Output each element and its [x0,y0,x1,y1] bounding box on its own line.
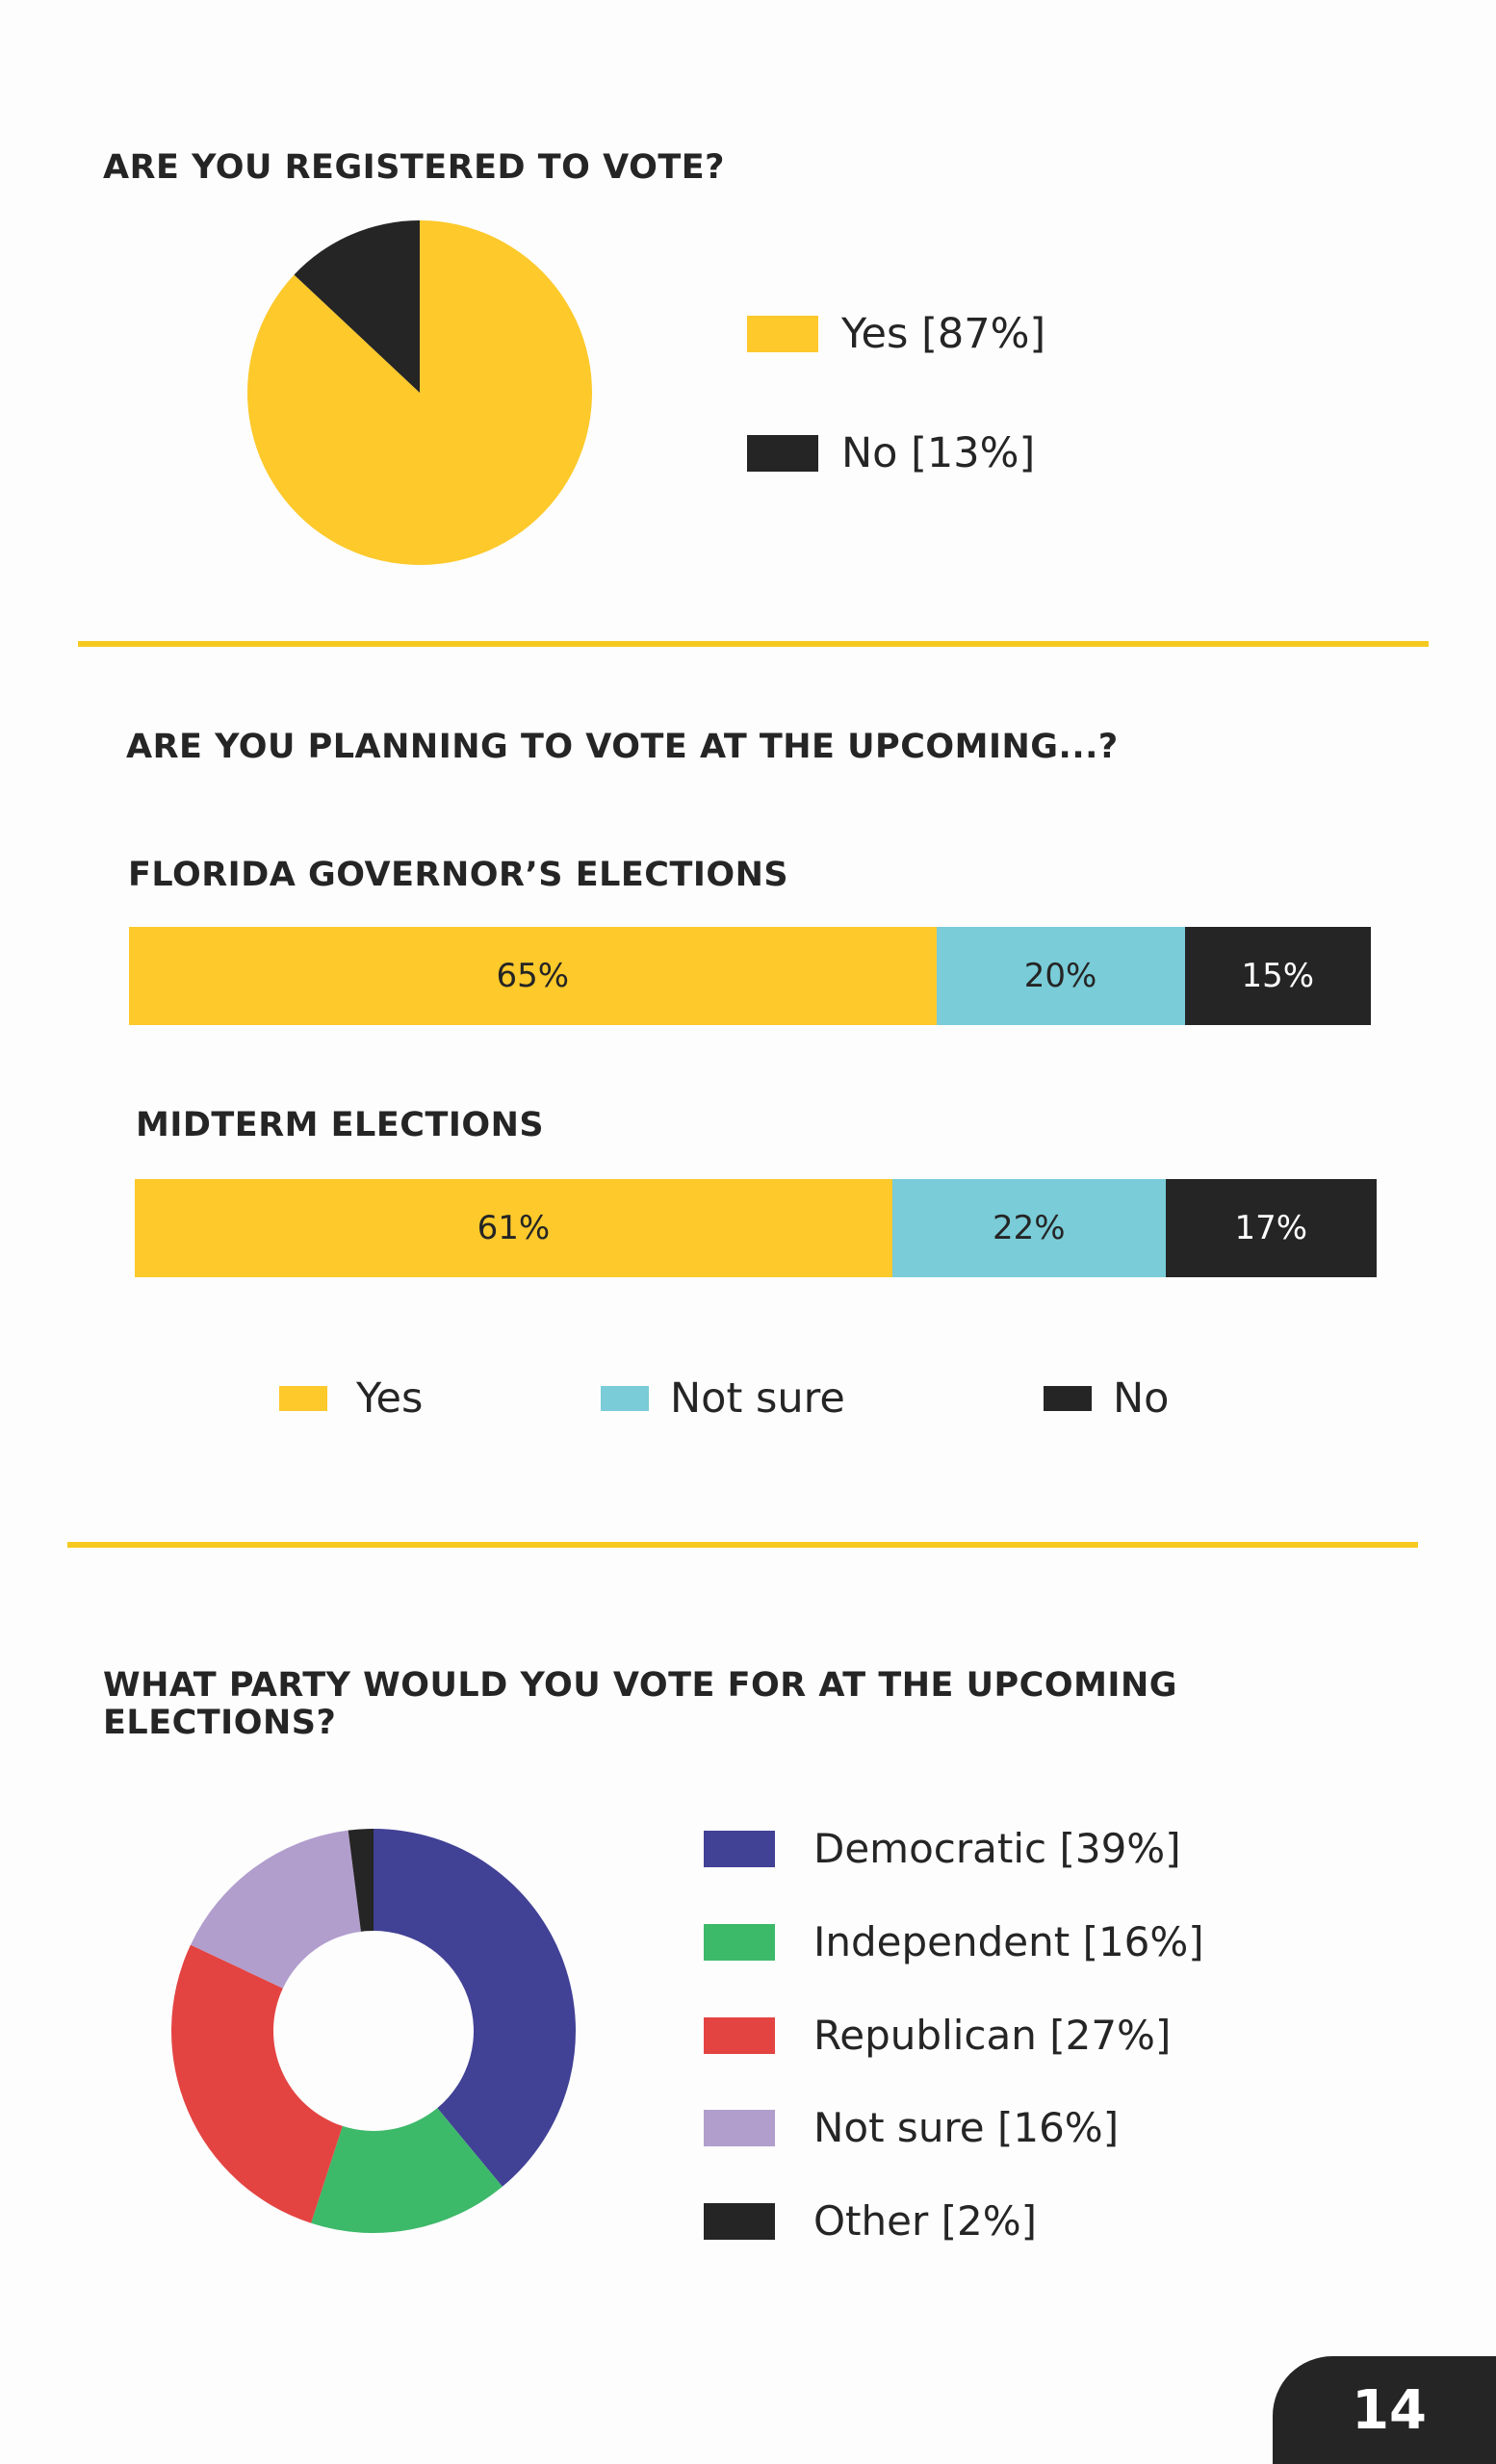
page-number-tab: 14 [1273,2356,1496,2464]
planning-heading: ARE YOU PLANNING TO VOTE AT THE UPCOMING… [126,728,1119,766]
legend-label-yes: Yes [356,1374,424,1423]
registered-slice-no [294,220,420,393]
legend-label-no: No [1113,1374,1170,1423]
legend-label-not-sure: Not sure [670,1374,845,1423]
governor-not-sure-segment: 20% [936,927,1185,1025]
page-number: 14 [1352,2378,1427,2442]
governor-yes-segment: 65% [129,927,937,1025]
legend-swatch-no [1044,1386,1092,1411]
party-slice-not-sure [190,1830,361,1989]
registered-legend-no: No [13%] [747,429,1035,477]
midterm-elections-label: MIDTERM ELECTIONS [136,1106,545,1144]
midterm-not-sure-segment: 22% [891,1179,1166,1277]
legend-label-yes: Yes [87%] [841,310,1046,358]
party-slice-democratic [374,1829,577,2187]
party-slice-republican [170,1944,343,2223]
legend-swatch-not-sure [601,1386,649,1411]
midterm-yes-segment: 61% [135,1179,892,1277]
legend-label-democratic: Democratic [39%] [813,1825,1181,1872]
party-legend-republican: Republican [27%] [704,2012,1171,2059]
legend-label-other: Other [2%] [813,2197,1038,2245]
registered-legend-yes: Yes [87%] [747,310,1045,358]
legend-label-not-sure: Not sure [16%] [813,2104,1120,2151]
governor-no-segment: 15% [1184,927,1371,1025]
legend-label-independent: Independent [16%] [813,1918,1204,1965]
party-legend-democratic: Democratic [39%] [704,1825,1181,1872]
planning-legend-no: No [1044,1374,1169,1423]
section-divider-1 [78,641,1429,647]
party-legend-other: Other [2%] [704,2197,1037,2245]
party-legend-not-sure: Not sure [16%] [704,2104,1119,2151]
legend-swatch-yes [747,316,818,352]
governor-elections-bar: 65% 20% 15% [129,927,1371,1025]
legend-swatch-not-sure [704,2109,775,2146]
legend-swatch-democratic [704,1830,775,1867]
legend-swatch-other [704,2202,775,2240]
registered-slice-yes [246,220,592,565]
planning-legend-yes: Yes [279,1374,423,1423]
party-slice-other [348,1829,374,1932]
party-slice-independent [311,2108,503,2234]
legend-label-no: No [13%] [841,429,1036,477]
section-divider-2 [67,1542,1418,1548]
registered-heading: ARE YOU REGISTERED TO VOTE? [103,148,725,187]
legend-swatch-no [747,435,818,472]
legend-swatch-yes [279,1386,327,1411]
midterm-no-segment: 17% [1165,1179,1377,1277]
party-heading: WHAT PARTY WOULD YOU VOTE FOR AT THE UPC… [103,1666,1177,1742]
planning-legend-not-sure: Not sure [601,1374,845,1423]
legend-swatch-independent [704,1923,775,1961]
legend-label-republican: Republican [27%] [813,2012,1172,2059]
midterm-elections-bar: 61% 22% 17% [135,1179,1377,1277]
party-legend-independent: Independent [16%] [704,1918,1204,1965]
governor-elections-label: FLORIDA GOVERNOR’S ELECTIONS [128,856,789,894]
legend-swatch-republican [704,2016,775,2054]
